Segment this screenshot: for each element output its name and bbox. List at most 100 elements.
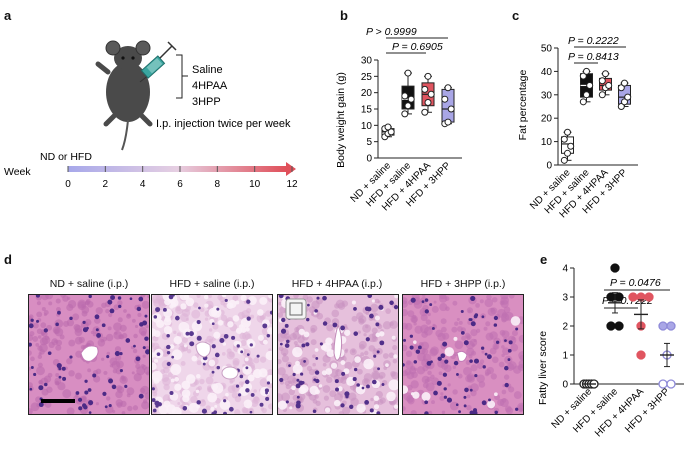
nucleus: [153, 315, 158, 319]
nucleus: [470, 321, 476, 327]
cytoplasm-patch: [127, 405, 133, 412]
nucleus: [366, 384, 370, 389]
nucleus: [312, 409, 317, 413]
b-point-3hpp: [441, 95, 449, 103]
week-tick-label-10: 10: [249, 179, 261, 190]
nucleus: [493, 323, 498, 327]
scale-bar: [41, 399, 75, 403]
cytoplasm-patch: [37, 335, 42, 339]
nucleus: [306, 317, 310, 322]
nucleus: [480, 346, 485, 350]
cytoplasm-patch: [491, 356, 499, 364]
c-point-hfd: [579, 98, 587, 106]
cytoplasm-patch: [316, 312, 324, 320]
nucleus: [196, 335, 202, 341]
nucleus: [196, 400, 201, 405]
cytoplasm-patch: [136, 366, 146, 376]
nucleus: [376, 350, 380, 354]
nucleus: [211, 370, 215, 374]
nucleus: [30, 366, 34, 369]
cytoplasm-patch: [513, 391, 522, 400]
c-point-4hpaa: [602, 70, 609, 78]
cytoplasm-patch: [259, 356, 267, 363]
cytoplasm-patch: [118, 334, 124, 340]
cytoplasm-patch: [466, 347, 475, 356]
nucleus: [455, 403, 459, 407]
cytoplasm-patch: [66, 296, 71, 300]
lipid-vacuole: [309, 385, 319, 395]
lipid-vacuole: [170, 298, 179, 307]
lipid-vacuole: [227, 321, 234, 328]
y-axis-label-c: Fat percentage: [517, 70, 529, 141]
lipid-vacuole: [211, 383, 219, 391]
cytoplasm-patch: [36, 366, 45, 376]
e-y-tick-label-1: 1: [562, 351, 568, 362]
cytoplasm-patch: [467, 374, 475, 383]
cytoplasm-patch: [152, 391, 158, 397]
nucleus: [265, 391, 268, 395]
nucleus: [69, 355, 73, 359]
c-y-tick-label-10: 10: [541, 137, 553, 148]
nucleus: [458, 410, 461, 414]
cytoplasm-patch: [470, 364, 478, 372]
nucleus: [44, 382, 48, 387]
nucleus: [436, 380, 442, 386]
cytoplasm-patch: [109, 364, 114, 368]
nucleus: [82, 320, 86, 324]
c-point-nd: [564, 128, 571, 136]
nucleus: [95, 328, 99, 332]
nucleus: [352, 377, 357, 382]
cytoplasm-patch: [55, 307, 61, 312]
cytoplasm-patch: [113, 322, 122, 332]
cytoplasm-patch: [502, 347, 510, 356]
cytoplasm-patch: [486, 295, 492, 300]
lipid-vacuole: [291, 385, 296, 391]
cytoplasm-patch: [162, 394, 171, 403]
lipid-vacuole: [266, 374, 272, 384]
week-tick-label-8: 8: [215, 179, 221, 190]
cytoplasm-patch: [266, 369, 272, 376]
c-point-4hpaa: [598, 77, 606, 85]
c-point-nd: [560, 156, 568, 164]
b-point-4hpaa: [427, 90, 435, 98]
nucleus: [281, 317, 286, 323]
cytoplasm-patch: [486, 366, 495, 375]
central-vein: [80, 345, 99, 362]
lipid-vacuole: [188, 402, 199, 413]
cytoplasm-patch: [250, 314, 255, 319]
cytoplasm-patch: [199, 378, 205, 385]
nucleus: [469, 410, 474, 414]
nucleus: [250, 392, 255, 397]
nucleus: [515, 327, 519, 331]
cytoplasm-patch: [66, 303, 74, 312]
lipid-vacuole: [191, 355, 198, 362]
c-point-nd: [567, 142, 575, 150]
nucleus: [29, 387, 33, 391]
cytoplasm-patch: [108, 312, 113, 318]
cytoplasm-patch: [413, 322, 417, 326]
cytoplasm-patch: [379, 397, 386, 404]
nucleus: [166, 344, 171, 350]
cytoplasm-patch: [85, 301, 89, 305]
nucleus: [82, 403, 87, 408]
nucleus: [495, 340, 500, 344]
cytoplasm-patch: [36, 301, 42, 306]
lipid-vacuole: [265, 350, 272, 361]
lipid-vacuole: [183, 295, 190, 300]
lipid-vacuole: [174, 383, 182, 391]
cytoplasm-patch: [280, 331, 287, 339]
nucleus: [393, 305, 398, 310]
lipid-vacuole: [421, 392, 431, 402]
cytoplasm-patch: [441, 410, 446, 414]
nucleus: [152, 408, 157, 413]
cytoplasm-patch: [406, 360, 412, 365]
nucleus: [279, 377, 284, 383]
cytoplasm-patch: [322, 362, 327, 367]
nucleus: [166, 361, 171, 367]
cytoplasm-patch: [163, 383, 170, 391]
nucleus: [463, 395, 467, 399]
b-point-4hpaa: [424, 72, 432, 80]
cytoplasm-patch: [504, 405, 512, 413]
cytoplasm-patch: [391, 371, 398, 380]
nucleus: [111, 384, 117, 390]
